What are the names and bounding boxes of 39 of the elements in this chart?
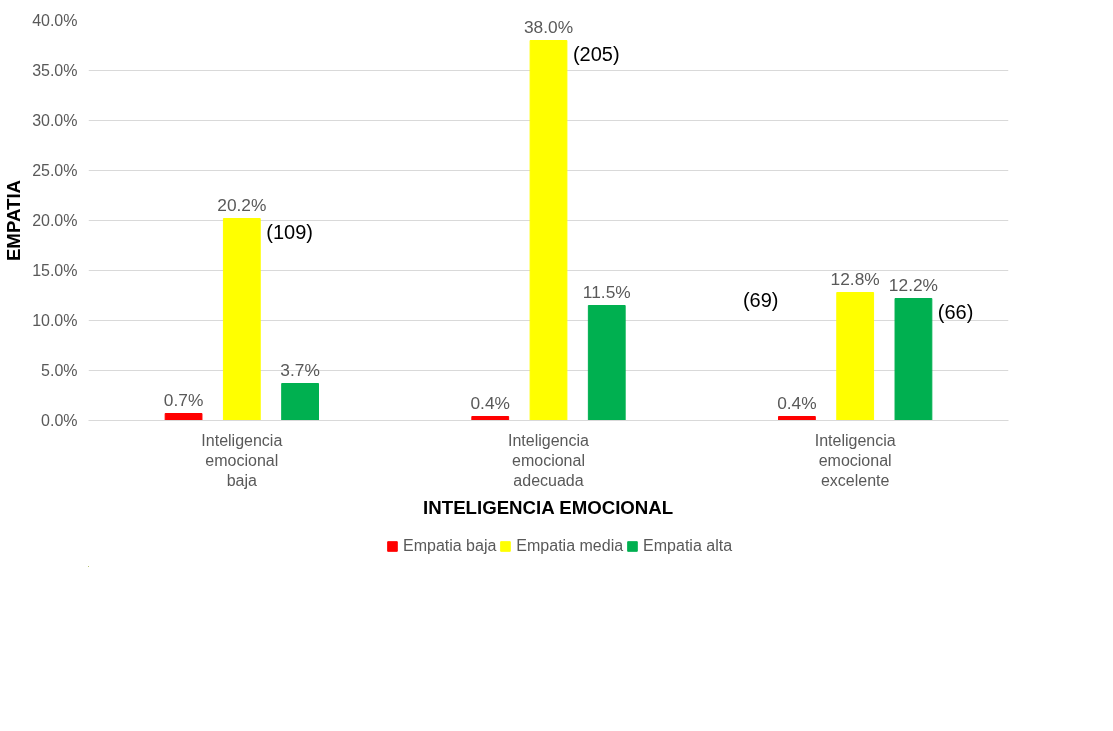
x-axis-title: INTELIGENCIA EMOCIONAL — [423, 497, 674, 519]
y-tick-label: 0.0% — [41, 412, 78, 429]
bar — [529, 40, 568, 421]
y-tick-label: 15.0% — [32, 262, 78, 279]
bar — [281, 383, 319, 421]
bar — [778, 416, 816, 421]
data-label: 0.4% — [470, 392, 510, 413]
bar — [164, 413, 203, 421]
bar — [471, 416, 510, 421]
annotation: (69) — [742, 288, 779, 311]
x-tick-label: Inteligencia emocional excelente — [814, 431, 896, 490]
y-tick-label: 25.0% — [32, 162, 78, 179]
legend-label: Empatia alta — [643, 537, 733, 555]
y-tick-label: 35.0% — [32, 62, 78, 79]
bar — [587, 305, 626, 421]
y-axis-title: EMPATIA — [3, 179, 25, 262]
annotation: (109) — [266, 220, 313, 243]
legend-label: Empatia baja — [402, 537, 497, 555]
y-tick-label: 10.0% — [32, 312, 78, 329]
y-tick-label: 30.0% — [32, 112, 78, 129]
bar — [836, 292, 875, 421]
x-tick-label: Inteligencia emocional adecuada — [508, 431, 590, 490]
x-tick-label: Inteligencia emocional baja — [201, 431, 283, 490]
data-label: 0.4% — [777, 392, 817, 413]
y-tick-label: 40.0% — [32, 12, 78, 29]
annotation: (66) — [937, 300, 974, 323]
bar — [894, 298, 933, 421]
data-label: 12.8% — [830, 268, 880, 289]
annotation: (205) — [572, 42, 620, 65]
legend-label: Empatia media — [516, 537, 624, 555]
data-label: 0.7% — [163, 389, 204, 410]
data-label: 11.5% — [582, 281, 631, 302]
data-label: 3.7% — [280, 359, 320, 380]
data-label: 20.2% — [217, 194, 267, 215]
data-label: 12.2% — [888, 274, 939, 295]
y-tick-label: 5.0% — [41, 362, 78, 379]
data-label: 38.0% — [523, 16, 574, 37]
y-tick-label: 20.0% — [32, 212, 78, 229]
bar — [222, 218, 261, 421]
